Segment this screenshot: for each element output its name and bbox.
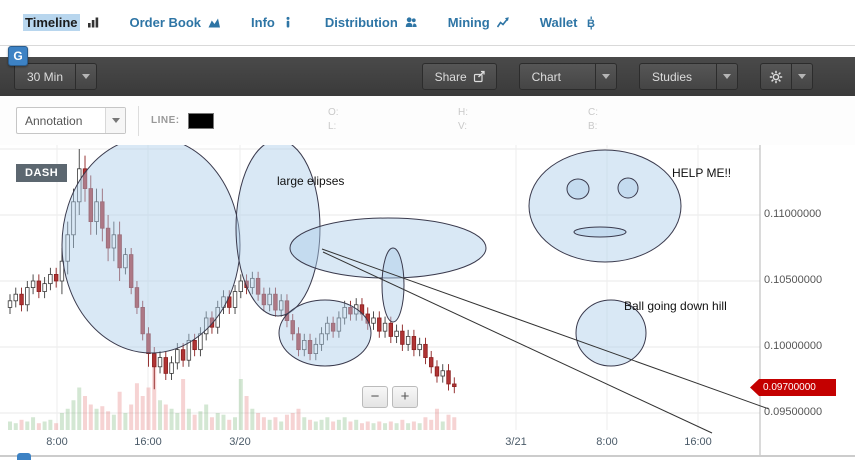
annotation-tool-label: Annotation <box>25 113 83 128</box>
bid-label: B: <box>588 121 598 132</box>
chevron-down-icon[interactable] <box>716 64 737 89</box>
price-tick: 0.10000000 <box>764 340 823 352</box>
tab-mining[interactable]: Mining <box>433 3 525 42</box>
zoom-in-button[interactable]: + <box>392 386 418 408</box>
price-tick: 0.09500000 <box>764 406 823 418</box>
chart-type-dropdown[interactable]: Chart <box>518 63 617 90</box>
timeframe-label: 30 Min <box>27 69 64 84</box>
tab-info-label: Info <box>251 15 275 30</box>
open-label: O: <box>328 107 339 118</box>
share-button[interactable]: Share <box>421 63 497 90</box>
annotations-layer <box>61 145 770 434</box>
ohlc-col-2: H: V: <box>458 106 578 134</box>
share-label: Share <box>434 69 467 84</box>
studies-label: Studies <box>651 69 692 84</box>
chart-svg <box>0 145 855 457</box>
close-label: C: <box>588 107 598 118</box>
ohlc-col-3: C: B: <box>588 106 708 134</box>
svg-text:B: B <box>587 18 595 30</box>
tab-distribution-label: Distribution <box>324 15 398 30</box>
time-tick: 3/20 <box>229 436 251 448</box>
translate-icon[interactable]: G <box>8 46 28 66</box>
tab-timeline-label: Timeline <box>23 14 80 31</box>
timeframe-dropdown[interactable]: 30 Min <box>14 63 98 90</box>
volume-layer <box>8 366 457 430</box>
chevron-down-icon[interactable] <box>105 108 125 133</box>
last-price-tag: 0.09700000 <box>750 379 836 396</box>
price-tick: 0.11000000 <box>764 208 822 220</box>
tab-order-book-label: Order Book <box>129 15 202 30</box>
line-color-swatch[interactable] <box>187 112 214 129</box>
lower-ellipse <box>278 299 372 367</box>
tab-wallet-label: Wallet <box>539 15 578 30</box>
symbol-badge: DASH <box>16 164 68 182</box>
area-chart-icon <box>208 18 221 28</box>
chart-type-label: Chart <box>531 69 561 84</box>
low-label: L: <box>328 121 337 132</box>
tab-timeline[interactable]: Timeline <box>8 2 115 43</box>
zoom-controls: − + <box>362 386 418 408</box>
tab-wallet[interactable]: Wallet B <box>525 3 613 42</box>
time-tick: 16:00 <box>134 436 162 448</box>
wide-ellipse <box>289 217 487 279</box>
partial-icon <box>17 453 31 460</box>
high-label: H: <box>458 107 468 118</box>
face-outline <box>528 149 682 263</box>
tab-bar: Timeline Order Book Info Distribution <box>0 0 855 46</box>
tab-order-book[interactable]: Order Book <box>115 3 237 42</box>
grid-layer <box>0 145 855 457</box>
large-ellipse-left <box>61 145 241 354</box>
chevron-down-icon[interactable] <box>594 64 616 89</box>
chart-area[interactable]: DASH large elipses HELP ME!! Ball going do… <box>0 145 855 460</box>
tab-distribution[interactable]: Distribution <box>310 3 433 42</box>
annotation-text[interactable]: Ball going down hill <box>624 299 727 313</box>
settings-button[interactable] <box>760 63 813 90</box>
annotation-text[interactable]: large elipses <box>277 174 345 188</box>
line-color-label: LINE: <box>151 115 180 126</box>
time-tick: 8:00 <box>46 436 68 448</box>
ohlc-col-1: O: L: <box>328 106 448 134</box>
people-icon <box>405 17 417 27</box>
volume-label: V: <box>458 121 468 132</box>
tab-info[interactable]: Info <box>236 3 310 42</box>
price-tick: 0.10500000 <box>764 274 823 286</box>
annotation-tool-select[interactable]: Annotation <box>16 107 126 134</box>
chevron-down-icon[interactable] <box>791 64 812 89</box>
time-tick: 8:00 <box>596 436 618 448</box>
large-ellipse-mid <box>235 145 321 317</box>
chevron-down-icon[interactable] <box>75 64 96 89</box>
trend-line-1 <box>321 248 770 410</box>
annotation-toolbar: Annotation LINE: O: L: H: V: C: B: <box>0 96 855 145</box>
time-tick: 16:00 <box>684 436 712 448</box>
annotation-text[interactable]: HELP ME!! <box>672 166 732 180</box>
studies-dropdown[interactable]: Studies <box>638 63 738 90</box>
tab-mining-label: Mining <box>447 15 490 30</box>
baht-icon: B <box>587 16 595 30</box>
time-tick: 3/21 <box>505 436 527 448</box>
share-icon <box>473 70 485 83</box>
gear-icon <box>769 70 783 83</box>
face-mouth <box>573 226 627 238</box>
info-icon <box>286 16 290 28</box>
face-left-eye <box>566 178 590 200</box>
bar-chart-icon <box>87 17 98 28</box>
zoom-out-button[interactable]: − <box>362 386 388 408</box>
face-right-eye <box>617 177 639 199</box>
trend-line-2 <box>322 251 713 434</box>
chart-toolbar: 30 Min Share Chart Studies <box>0 57 855 96</box>
ball <box>575 299 647 367</box>
divider <box>138 105 139 136</box>
line-chart-icon <box>496 17 509 28</box>
